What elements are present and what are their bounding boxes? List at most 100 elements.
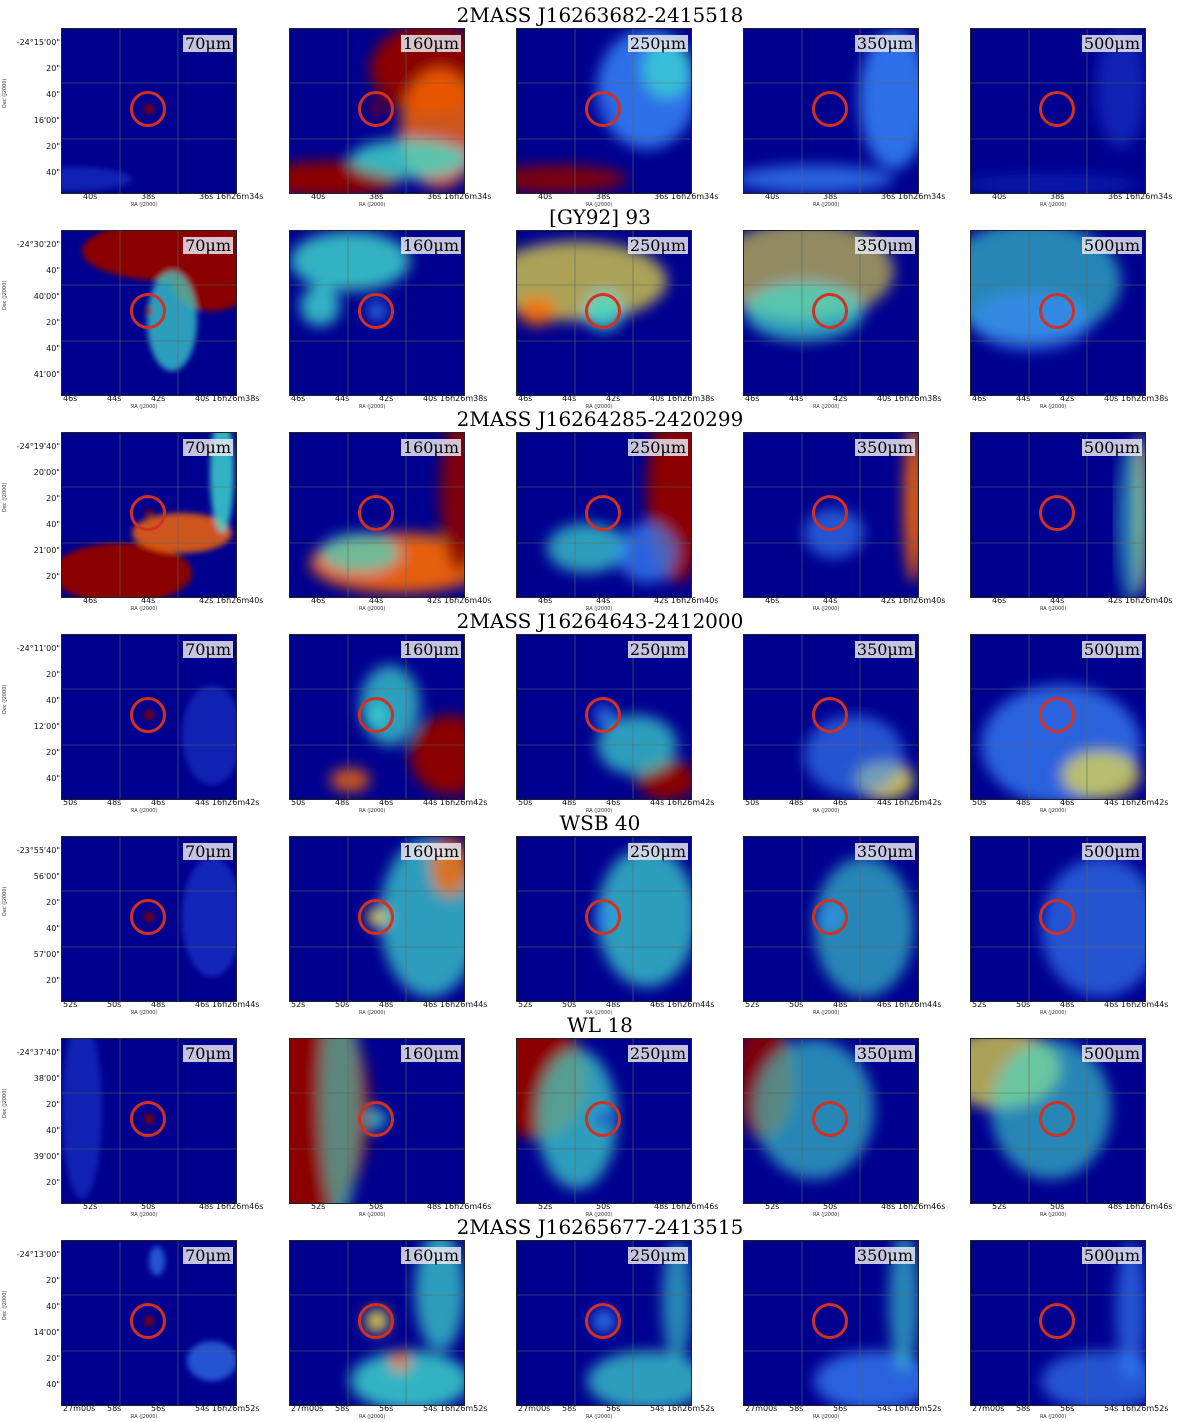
image-panel: 350μm — [743, 1240, 919, 1406]
ra-tick-row: 27m00s 58s 56s 54s 16h26m52s — [970, 1404, 1170, 1416]
image-panel: 70μm — [61, 28, 237, 194]
ra-tick-label: 48s — [107, 798, 122, 807]
dec-tick-label: 16'00" — [33, 116, 60, 125]
image-panel: 250μm — [516, 634, 692, 800]
ra-axis-label: RA (J2000) — [131, 1414, 158, 1420]
ra-tick-label: 52s — [83, 1202, 98, 1211]
source-aperture-circle — [585, 899, 621, 935]
ra-tick-label: 50s — [1016, 1000, 1031, 1009]
ra-tick-label: 44s 16h26m42s — [877, 798, 942, 807]
dec-tick-label: 20" — [46, 670, 60, 679]
ra-tick-label: 38s — [141, 192, 156, 201]
image-panel: 500μm — [970, 1240, 1146, 1406]
source-aperture-circle — [585, 495, 621, 531]
wavelength-label: 160μm — [400, 640, 461, 659]
ra-tick-label: 46s — [63, 394, 78, 403]
ra-tick-label: 40s — [538, 192, 553, 201]
emission-map — [744, 837, 918, 1001]
ra-axis-label: RA (J2000) — [359, 606, 386, 612]
emission-blob — [662, 1241, 691, 1361]
emission-blob — [1116, 1241, 1145, 1381]
image-panel: 70μm — [61, 836, 237, 1002]
image-panel: 160μm — [289, 28, 465, 194]
source-row: 2MASS J16263682-2415518 Dec (J2000) -24°15… — [0, 4, 1200, 210]
dec-tick-label: 40" — [46, 344, 60, 353]
ra-tick-label: 50s — [335, 1000, 350, 1009]
dec-tick-label: 14'00" — [33, 1328, 60, 1337]
wavelength-label: 350μm — [854, 438, 915, 457]
ra-tick-label: 50s — [745, 798, 760, 807]
wavelength-label: 160μm — [400, 438, 461, 457]
wavelength-label: 70μm — [183, 1246, 233, 1265]
dec-tick-label: 40" — [46, 520, 60, 529]
source-aperture-circle — [585, 1101, 621, 1137]
ra-tick-label: 46s 16h26m44s — [1104, 1000, 1169, 1009]
ra-axis-label: RA (J2000) — [586, 606, 613, 612]
ra-tick-label: 36s 16h26m34s — [199, 192, 264, 201]
ra-tick-label: 52s — [538, 1202, 553, 1211]
ra-tick-label: 54s 16h26m52s — [877, 1404, 942, 1413]
emission-map — [62, 635, 236, 799]
ra-tick-label: 40s 16h26m38s — [195, 394, 260, 403]
ra-tick-label: 46s 16h26m44s — [423, 1000, 488, 1009]
emission-blob — [62, 1039, 102, 1199]
ra-tick-label: 50s — [518, 798, 533, 807]
dec-tick-label: 20" — [46, 318, 60, 327]
ra-axis-label: RA (J2000) — [131, 1212, 158, 1218]
ra-tick-row: 27m00s 58s 56s 54s 16h26m52s — [61, 1404, 261, 1416]
ra-tick-label: 44s — [596, 596, 611, 605]
ra-tick-row: 52s 50s 48s 46s 16h26m44s — [289, 1000, 489, 1012]
ra-tick-label: 48s — [562, 798, 577, 807]
ra-tick-label: 46s — [1060, 798, 1075, 807]
ra-tick-label: 42s 16h26m40s — [654, 596, 719, 605]
emission-blob — [1116, 443, 1145, 597]
ra-tick-label: 38s — [1050, 192, 1065, 201]
ra-axis-label: RA (J2000) — [586, 808, 613, 814]
ra-axis-label: RA (J2000) — [813, 1414, 840, 1420]
ra-tick-label: 46s — [83, 596, 98, 605]
ra-tick-row: 40s 38s 36s 16h26m34s — [61, 192, 264, 204]
emission-blob — [390, 1351, 410, 1371]
ra-tick-label: 50s — [291, 798, 306, 807]
ra-axis-label: RA (J2000) — [1040, 404, 1067, 410]
source-aperture-circle — [358, 899, 394, 935]
ra-tick-label: 48s — [335, 798, 350, 807]
dec-tick-label: 12'00" — [33, 722, 60, 731]
dec-tick-label: 38'00" — [33, 1074, 60, 1083]
ra-tick-label: 40s — [992, 192, 1007, 201]
emission-blob — [587, 1351, 691, 1405]
wavelength-label: 500μm — [1081, 1246, 1142, 1265]
ra-tick-row: 27m00s 58s 56s 54s 16h26m52s — [289, 1404, 489, 1416]
ra-tick-label: 44s — [562, 394, 577, 403]
ra-axis-label: RA (J2000) — [1040, 808, 1067, 814]
dec-tick-label: 20'00" — [33, 468, 60, 477]
dec-tick-label: 40" — [46, 696, 60, 705]
ra-tick-label: 54s 16h26m52s — [423, 1404, 488, 1413]
emission-blob — [410, 715, 464, 795]
ra-tick-label: 46s — [606, 798, 621, 807]
emission-blob — [350, 1351, 464, 1405]
source-row: WL 18 Dec (J2000) -24°37'40" 38'00" 20" 40" 39… — [0, 1014, 1200, 1220]
source-aperture-circle — [130, 495, 166, 531]
emission-blob — [330, 768, 370, 792]
dec-tick-label: 40" — [46, 924, 60, 933]
wavelength-label: 70μm — [183, 640, 233, 659]
ra-tick-label: 46s — [538, 596, 553, 605]
source-aperture-circle — [585, 697, 621, 733]
ra-tick-label: 42s 16h26m40s — [199, 596, 264, 605]
ra-tick-row: 46s 44s 42s 16h26m40s — [970, 596, 1172, 608]
source-aperture-circle — [812, 697, 848, 733]
dec-tick-label: 57'00" — [33, 950, 60, 959]
image-panel: 160μm — [289, 230, 465, 396]
source-aperture-circle — [585, 1303, 621, 1339]
ra-tick-label: 46s 16h26m44s — [650, 1000, 715, 1009]
wavelength-label: 350μm — [854, 34, 915, 53]
ra-tick-label: 27m00s — [972, 1404, 1005, 1413]
image-panel: 250μm — [516, 1038, 692, 1204]
source-title: WL 18 — [567, 1013, 633, 1037]
ra-tick-row: 52s 50s 48s 16h26m46s — [970, 1202, 1172, 1214]
ra-tick-label: 44s — [335, 394, 350, 403]
ra-tick-label: 54s 16h26m52s — [195, 1404, 260, 1413]
ra-tick-label: 44s 16h26m42s — [195, 798, 260, 807]
ra-tick-label: 42s — [151, 394, 166, 403]
